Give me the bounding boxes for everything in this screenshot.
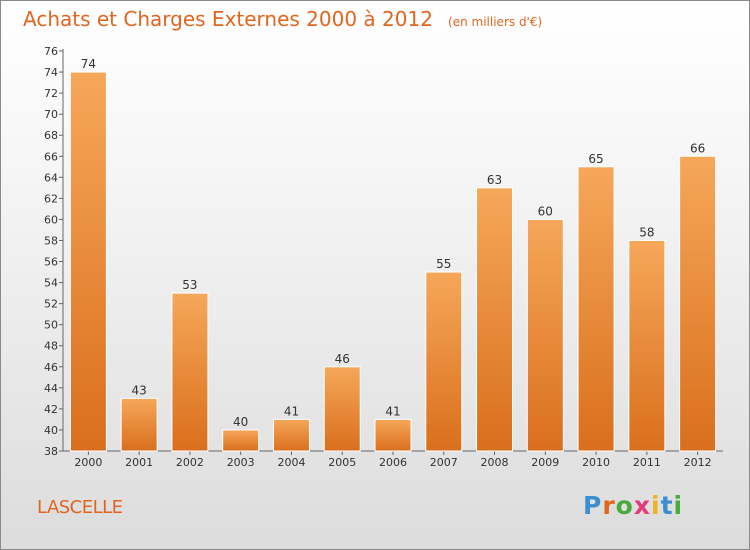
bar-2005 bbox=[323, 366, 361, 452]
y-tick-label: 42 bbox=[44, 403, 58, 416]
y-tick-label: 62 bbox=[44, 192, 58, 205]
data-label-2004: 41 bbox=[284, 404, 299, 418]
logo-letter: i bbox=[673, 491, 684, 520]
data-label-2005: 46 bbox=[335, 352, 350, 366]
bar-2011 bbox=[628, 239, 666, 452]
bar-2004 bbox=[272, 418, 310, 452]
bar-2006 bbox=[374, 418, 412, 452]
y-tick-label: 56 bbox=[44, 256, 58, 269]
y-tick-label: 50 bbox=[44, 319, 58, 332]
logo-letter: o bbox=[615, 491, 634, 520]
x-tick-label: 2002 bbox=[176, 456, 204, 469]
bar-2008 bbox=[476, 187, 514, 452]
y-tick-label: 66 bbox=[44, 150, 58, 163]
bar-2007 bbox=[425, 271, 463, 452]
data-label-2007: 55 bbox=[436, 257, 451, 271]
chart-unit-note: (en milliers d'€) bbox=[448, 15, 543, 29]
bar-2010 bbox=[577, 166, 615, 452]
x-tick-label: 2011 bbox=[633, 456, 661, 469]
logo-letter: P bbox=[583, 491, 603, 520]
chart-title: Achats et Charges Externes 2000 à 2012 (… bbox=[23, 7, 542, 31]
x-tick-label: 2003 bbox=[227, 456, 255, 469]
x-tick-label: 2008 bbox=[481, 456, 509, 469]
logo-letter: t bbox=[660, 491, 674, 520]
data-label-2012: 66 bbox=[690, 141, 705, 155]
x-tick-label: 2004 bbox=[277, 456, 305, 469]
data-label-2008: 63 bbox=[487, 173, 502, 187]
x-tick-label: 2010 bbox=[582, 456, 610, 469]
bar-2000 bbox=[69, 71, 107, 452]
logo-letter: i bbox=[651, 491, 661, 520]
data-label-2009: 60 bbox=[538, 204, 553, 218]
proxiti-logo: Proxiti bbox=[583, 491, 683, 520]
y-tick-label: 70 bbox=[44, 108, 58, 121]
y-tick-label: 52 bbox=[44, 298, 58, 311]
y-tick-label: 40 bbox=[44, 424, 58, 437]
y-tick-label: 76 bbox=[44, 45, 58, 58]
bar-2009 bbox=[526, 218, 564, 452]
place-name: LASCELLE bbox=[37, 497, 123, 518]
chart-axes: 38 40 42 44 46 48 50 52 54 56 58 60 62 64 66 68 70 72 74 76… bbox=[44, 45, 723, 469]
x-tick-label: 2005 bbox=[328, 456, 356, 469]
x-tick-label: 2006 bbox=[379, 456, 407, 469]
y-tick-label: 44 bbox=[44, 382, 58, 395]
bar-2001 bbox=[120, 397, 158, 452]
y-tick-label: 60 bbox=[44, 213, 58, 226]
y-tick-label: 72 bbox=[44, 87, 58, 100]
y-tick-label: 58 bbox=[44, 234, 58, 247]
bar-2002 bbox=[171, 292, 209, 452]
y-tick-label: 64 bbox=[44, 171, 58, 184]
logo-letter: x bbox=[633, 491, 651, 520]
x-tick-label: 2012 bbox=[684, 456, 712, 469]
bar-2012 bbox=[679, 155, 717, 452]
chart-bars bbox=[69, 71, 717, 452]
data-label-2000: 74 bbox=[81, 57, 96, 71]
data-label-2006: 41 bbox=[385, 404, 400, 418]
data-label-2002: 53 bbox=[182, 278, 197, 292]
y-tick-label: 74 bbox=[44, 66, 58, 79]
y-tick-label: 46 bbox=[44, 361, 58, 374]
x-tick-label: 2001 bbox=[125, 456, 153, 469]
x-tick-label: 2007 bbox=[430, 456, 458, 469]
chart-title-text: Achats et Charges Externes 2000 à 2012 bbox=[23, 7, 433, 31]
y-tick-label: 68 bbox=[44, 129, 58, 142]
bar-2003 bbox=[222, 429, 260, 452]
data-label-2010: 65 bbox=[588, 152, 603, 166]
y-tick-label: 54 bbox=[44, 277, 58, 290]
data-label-2011: 58 bbox=[639, 225, 654, 239]
data-label-2003: 40 bbox=[233, 415, 248, 429]
data-label-2001: 43 bbox=[132, 383, 147, 397]
y-tick-label: 38 bbox=[44, 445, 58, 458]
logo-letter: r bbox=[602, 491, 616, 520]
x-tick-label: 2000 bbox=[74, 456, 102, 469]
chart-data-labels: 74 43 53 40 41 46 41 55 63 60 65 58 66 bbox=[81, 57, 706, 429]
y-tick-label: 48 bbox=[44, 340, 58, 353]
x-tick-label: 2009 bbox=[531, 456, 559, 469]
